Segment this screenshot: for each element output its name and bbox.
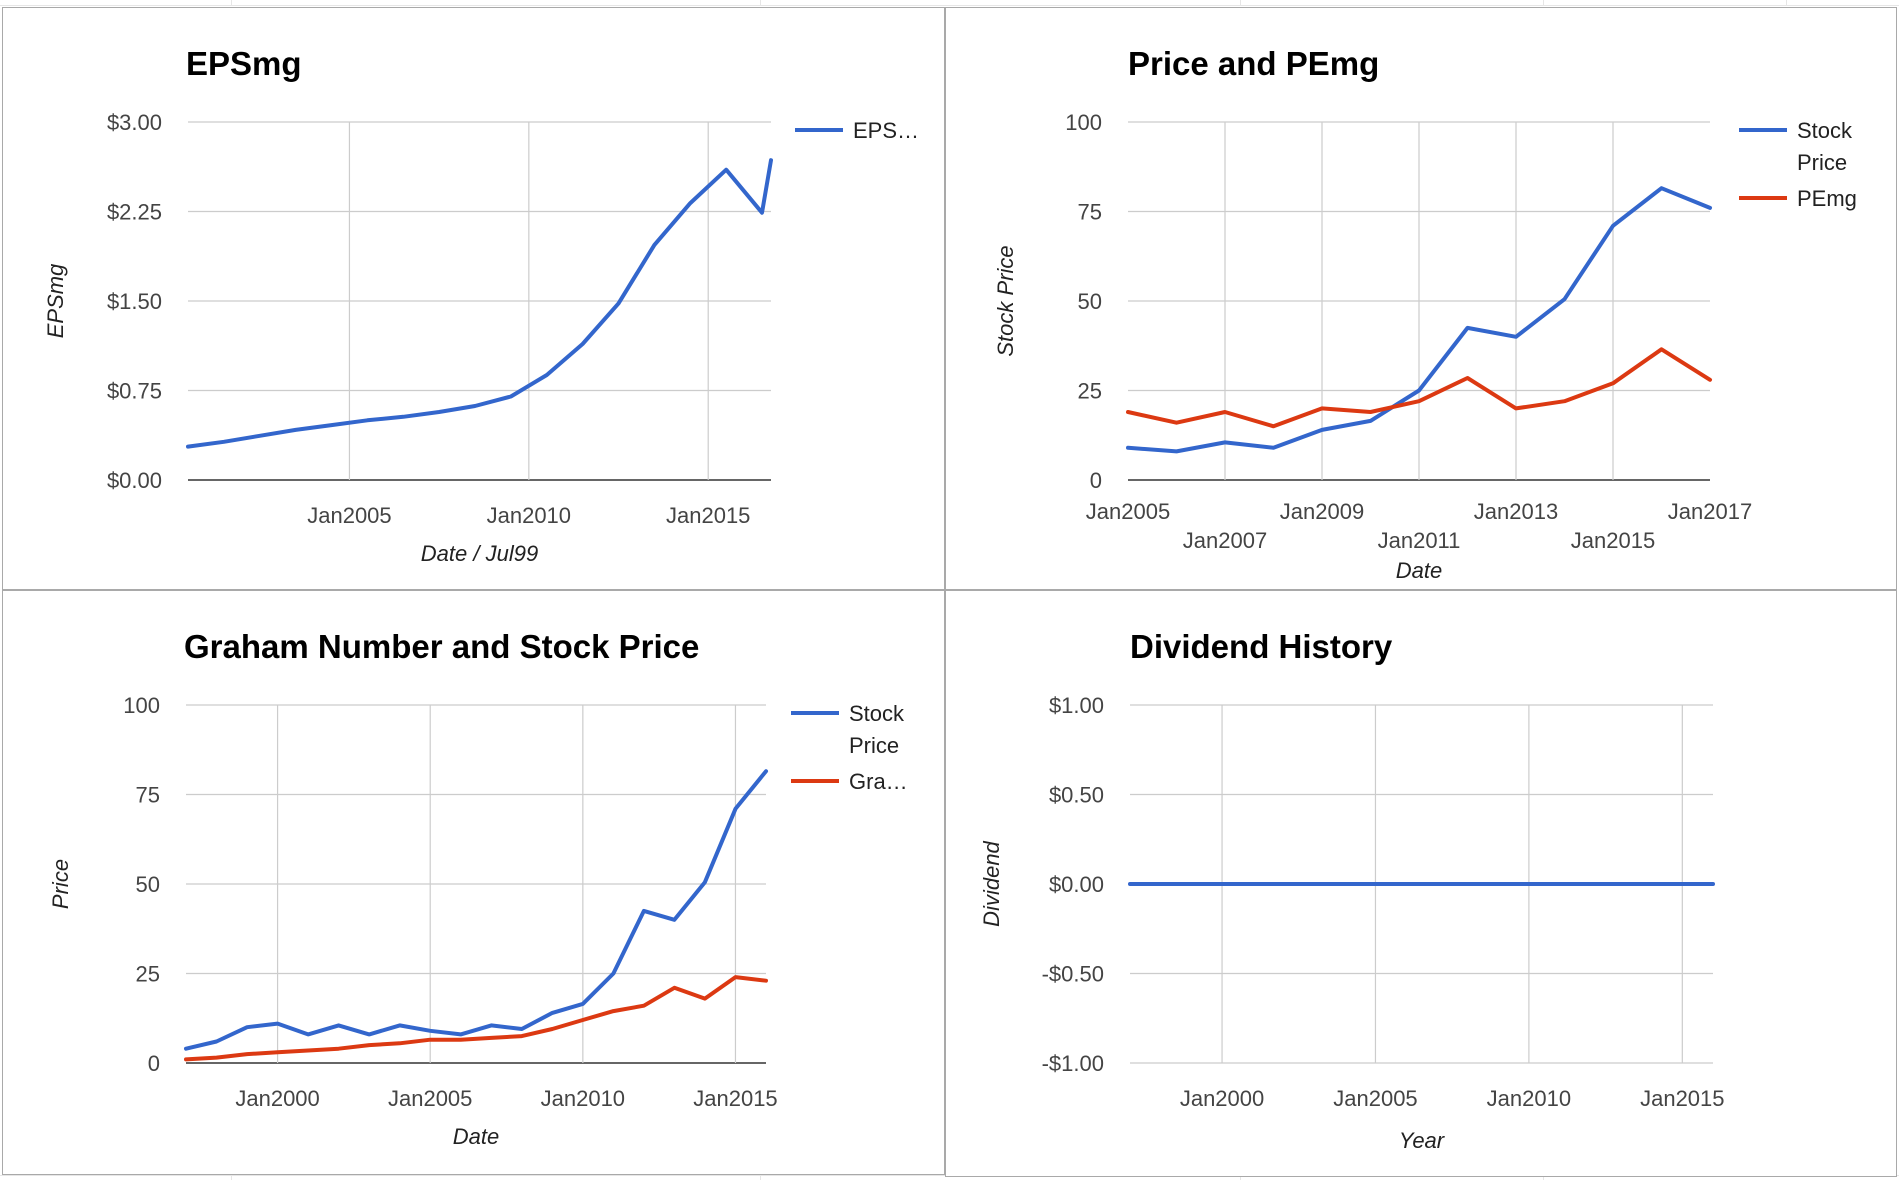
y-tick-label: $1.00 xyxy=(1049,693,1104,718)
x-axis-title: Date xyxy=(453,1124,499,1149)
x-tick-label: Jan2015 xyxy=(1640,1086,1724,1111)
legend-label[interactable]: PEmg xyxy=(1797,186,1857,211)
y-tick-label: -$1.00 xyxy=(1042,1051,1104,1076)
sheet-gridline xyxy=(231,0,232,6)
x-axis-title: Year xyxy=(1399,1128,1446,1153)
sheet-gridline xyxy=(760,0,761,6)
chart-price-pemg: Price and PEmg 0 25 50 75 100 Jan2005 Jan2007 Ja… xyxy=(993,45,1857,583)
x-tick-label: Jan2005 xyxy=(1086,499,1170,524)
x-tick-label: Jan2015 xyxy=(1571,528,1655,553)
x-tick-label: Jan2000 xyxy=(235,1086,319,1111)
chart-title: Price and PEmg xyxy=(1128,45,1379,82)
x-tick-label: Jan2017 xyxy=(1668,499,1752,524)
x-axis-title: Date xyxy=(1396,558,1442,583)
y-axis-title: Price xyxy=(48,859,73,909)
y-tick-label: $3.00 xyxy=(107,110,162,135)
y-tick-label: -$0.50 xyxy=(1042,962,1104,987)
x-tick-label: Jan2005 xyxy=(307,503,391,528)
chart-graham: Graham Number and Stock Price 0 25 50 75 100 J… xyxy=(48,628,908,1149)
x-tick-label: Jan2015 xyxy=(693,1086,777,1111)
legend-label[interactable]: Price xyxy=(1797,150,1847,175)
y-axis-title: EPSmg xyxy=(43,263,68,338)
y-tick-label: 0 xyxy=(148,1051,160,1076)
x-tick-label: Jan2013 xyxy=(1474,499,1558,524)
sheet-gridline xyxy=(1786,0,1787,6)
x-tick-label: Jan2005 xyxy=(1333,1086,1417,1111)
x-tick-label: Jan2005 xyxy=(388,1086,472,1111)
legend-label[interactable]: Gra… xyxy=(849,769,908,794)
y-tick-label: 75 xyxy=(1078,200,1102,225)
legend-label[interactable]: EPS… xyxy=(853,118,919,143)
series-line[interactable] xyxy=(186,158,773,449)
y-axis-title: Dividend xyxy=(979,840,1004,926)
chart-title: EPSmg xyxy=(186,45,302,82)
y-tick-label: $2.25 xyxy=(107,200,162,225)
y-tick-label: $1.50 xyxy=(107,289,162,314)
x-tick-label: Jan2000 xyxy=(1180,1086,1264,1111)
sheet-gridline xyxy=(1543,0,1544,6)
y-tick-label: $0.00 xyxy=(1049,872,1104,897)
y-tick-label: 25 xyxy=(1078,379,1102,404)
y-tick-label: 0 xyxy=(1090,468,1102,493)
y-tick-label: 50 xyxy=(1078,289,1102,314)
chart-panel-dividend[interactable]: Dividend History -$1.00 -$0.50 $0.00 $0.50 $1… xyxy=(945,590,1897,1177)
x-tick-label: Jan2015 xyxy=(666,503,750,528)
x-tick-label: Jan2010 xyxy=(541,1086,625,1111)
sheet-gridline xyxy=(760,1172,761,1180)
y-tick-label: $0.75 xyxy=(107,379,162,404)
sheet-gridline xyxy=(0,5,1899,6)
series-line[interactable] xyxy=(1126,186,1712,454)
series-line[interactable] xyxy=(184,975,768,1062)
y-tick-label: $0.50 xyxy=(1049,783,1104,808)
chart-title: Graham Number and Stock Price xyxy=(184,628,699,665)
y-tick-label: 50 xyxy=(136,872,160,897)
legend-label[interactable]: Price xyxy=(849,733,899,758)
chart-dividend: Dividend History -$1.00 -$0.50 $0.00 $0.50 $1… xyxy=(979,628,1725,1153)
y-tick-label: 100 xyxy=(123,693,160,718)
x-tick-label: Jan2010 xyxy=(1487,1086,1571,1111)
sheet-gridline xyxy=(231,1172,232,1180)
y-tick-label: 25 xyxy=(136,962,160,987)
x-tick-label: Jan2007 xyxy=(1183,528,1267,553)
chart-title: Dividend History xyxy=(1130,628,1393,665)
series-line[interactable] xyxy=(1126,347,1712,429)
sheet-gridline xyxy=(1240,0,1241,6)
y-tick-label: $0.00 xyxy=(107,468,162,493)
x-tick-label: Jan2009 xyxy=(1280,499,1364,524)
series-line[interactable] xyxy=(184,769,768,1051)
chart-panel-epsmg[interactable]: EPSmg $0.00 $0.75 $1.50 $2.25 $3.00 Jan2005 Jan… xyxy=(2,7,945,590)
chart-epsmg: EPSmg $0.00 $0.75 $1.50 $2.25 $3.00 Jan2005 Jan… xyxy=(43,45,919,566)
y-tick-label: 75 xyxy=(136,783,160,808)
chart-panel-graham[interactable]: Graham Number and Stock Price 0 25 50 75 100 J… xyxy=(2,590,945,1175)
x-tick-label: Jan2011 xyxy=(1378,528,1461,553)
x-axis-title: Date / Jul99 xyxy=(421,541,538,566)
x-tick-label: Jan2010 xyxy=(487,503,571,528)
y-tick-label: 100 xyxy=(1065,110,1102,135)
legend-label[interactable]: Stock xyxy=(1797,118,1853,143)
y-axis-title: Stock Price xyxy=(993,245,1018,356)
legend-label[interactable]: Stock xyxy=(849,701,905,726)
chart-panel-price-pemg[interactable]: Price and PEmg 0 25 50 75 100 Jan2005 Jan2007 Ja… xyxy=(945,7,1897,590)
